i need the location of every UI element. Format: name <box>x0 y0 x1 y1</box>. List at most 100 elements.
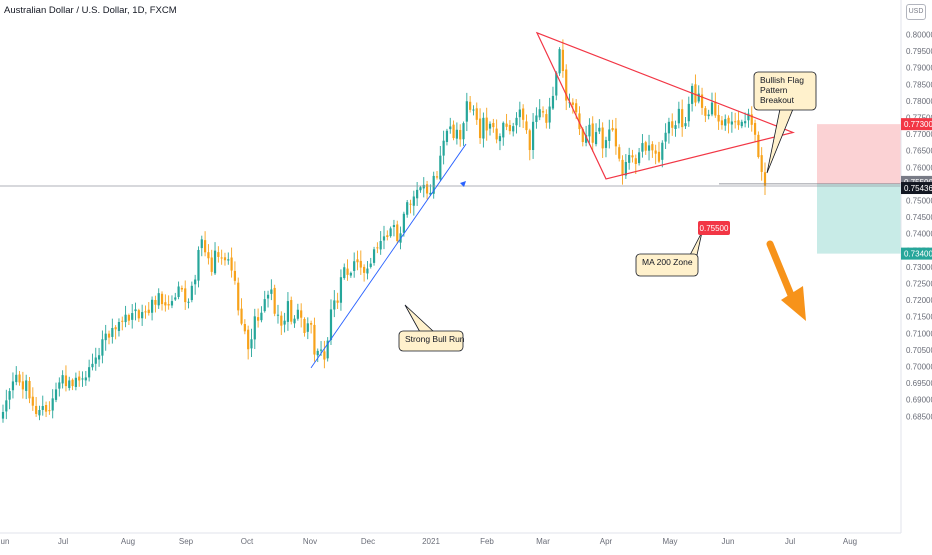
candle <box>150 296 154 321</box>
candle <box>329 299 333 346</box>
candle <box>472 105 475 116</box>
candle <box>180 285 184 292</box>
candle <box>379 231 382 255</box>
candle <box>160 291 164 311</box>
candle-body <box>127 314 130 321</box>
candle <box>210 249 213 276</box>
candle-body <box>91 363 94 368</box>
candle-body <box>150 299 154 313</box>
candle-body <box>548 106 551 123</box>
candle-body <box>750 114 753 125</box>
candle <box>84 370 87 386</box>
candle-body <box>581 128 584 143</box>
candle-body <box>522 108 525 120</box>
candle <box>406 199 409 218</box>
candle <box>694 74 697 107</box>
chart-title: Australian Dollar / U.S. Dollar, 1D, FXC… <box>4 5 177 16</box>
candle <box>94 347 97 371</box>
candle <box>266 290 270 308</box>
candle <box>363 264 366 282</box>
candle <box>409 199 412 214</box>
candle-body <box>38 409 41 416</box>
currency-button[interactable]: USD <box>906 4 926 20</box>
candle-body <box>591 123 594 143</box>
candle-body <box>41 406 44 410</box>
candle <box>144 305 147 319</box>
candle <box>366 261 369 280</box>
candle <box>197 246 200 288</box>
candle-body <box>584 135 588 143</box>
candle <box>313 317 316 362</box>
candle-body <box>121 320 124 322</box>
candle-body <box>611 128 614 131</box>
candle <box>740 119 743 129</box>
annotation-bullish-flag-fill <box>754 72 816 110</box>
candle <box>545 109 548 129</box>
candle <box>223 252 227 266</box>
candle <box>11 372 15 399</box>
x-tick-label: Jul <box>785 537 795 546</box>
x-tick-label: Aug <box>843 537 857 546</box>
candle-body <box>667 121 671 134</box>
candle <box>608 119 611 149</box>
candle-body <box>631 155 634 158</box>
candle <box>475 102 478 125</box>
candle <box>25 374 28 400</box>
candle-body <box>674 125 677 129</box>
candle <box>48 401 51 415</box>
candle <box>737 110 740 130</box>
candle <box>137 308 140 323</box>
candle-body <box>687 103 690 122</box>
candle <box>240 298 243 326</box>
candle <box>671 113 674 136</box>
candle <box>753 119 757 143</box>
annotation-bull-run[interactable]: Strong Bull Run <box>398 304 465 352</box>
candle <box>194 274 197 295</box>
candle-body <box>425 184 429 194</box>
candle-body <box>515 117 518 126</box>
x-tick-label: May <box>662 537 677 546</box>
candle <box>184 280 187 310</box>
annotation-ma200[interactable]: MA 200 Zone <box>635 231 703 277</box>
candle-body <box>406 202 409 215</box>
candle <box>442 130 445 165</box>
candle <box>61 370 64 389</box>
candle <box>174 292 177 301</box>
candle-body <box>482 117 485 139</box>
candle-body <box>505 123 508 127</box>
candle-body <box>286 301 290 322</box>
candle-body <box>386 235 389 238</box>
candle-body <box>628 155 631 163</box>
candle <box>515 112 518 134</box>
candle <box>594 123 598 147</box>
candle <box>316 348 319 363</box>
x-tick-label: Dec <box>361 537 375 546</box>
candle-body <box>734 121 737 123</box>
candle-body <box>657 151 661 162</box>
candle-body <box>760 155 763 172</box>
candle-body <box>608 129 611 141</box>
candle-body <box>263 299 266 312</box>
candle-body <box>141 312 144 319</box>
candle-body <box>144 311 147 313</box>
candle <box>131 304 134 329</box>
candle-body <box>207 252 210 259</box>
candle-body <box>273 287 276 314</box>
candle-body <box>366 268 369 274</box>
candle-body <box>270 289 273 294</box>
candle <box>111 318 114 344</box>
candle-body <box>396 224 399 242</box>
price-badge-text: 0.75436 <box>904 184 932 193</box>
candle <box>455 122 458 145</box>
candle <box>604 136 608 158</box>
candle <box>747 108 750 128</box>
candle <box>54 382 58 403</box>
